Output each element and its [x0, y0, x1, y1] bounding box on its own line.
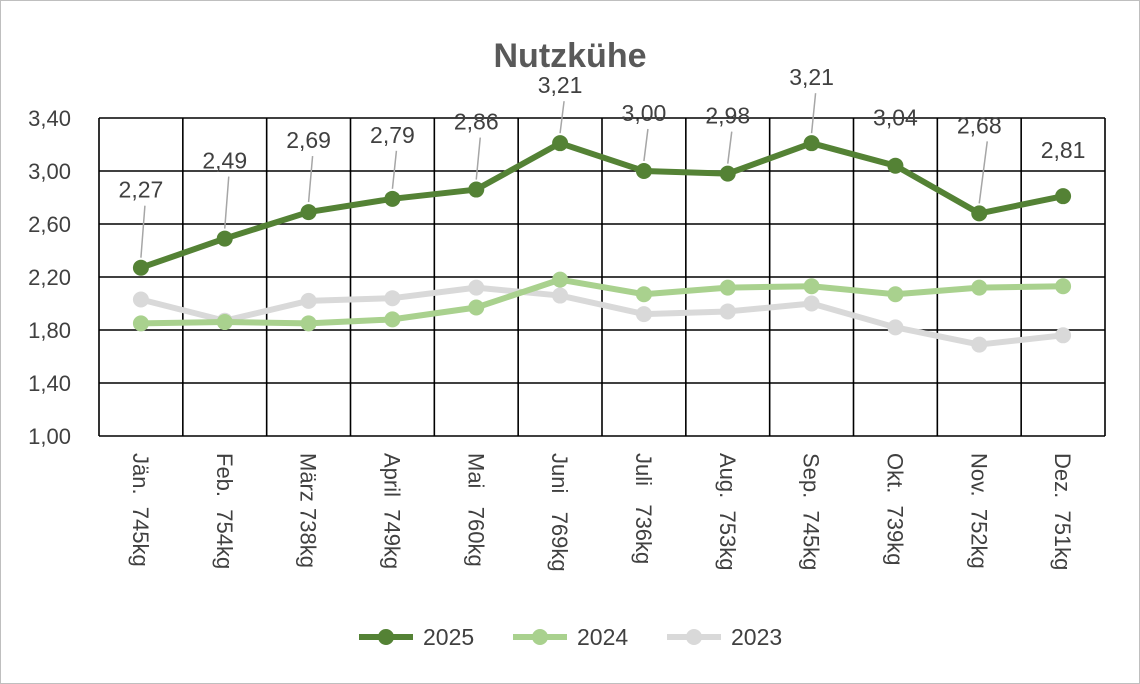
data-point — [132, 315, 149, 332]
data-point — [635, 306, 652, 323]
data-point — [552, 135, 569, 152]
data-point — [552, 271, 569, 288]
leader-line — [307, 156, 314, 203]
data-label: 2,27 — [119, 177, 164, 203]
legend-swatch-marker — [686, 629, 702, 645]
legend: 2025 2024 2023 — [359, 624, 782, 650]
data-point — [552, 287, 569, 304]
legend-label: 2024 — [577, 624, 628, 650]
data-point — [132, 291, 149, 308]
leader-line — [391, 150, 398, 189]
x-tick-label: Mai 760kg — [463, 453, 488, 567]
legend-label: 2025 — [423, 624, 474, 650]
x-tick-label: Juni 769kg — [547, 453, 572, 572]
data-point — [1055, 327, 1072, 344]
leader-line — [224, 176, 230, 229]
series-line-2023 — [137, 284, 1067, 348]
data-point — [468, 299, 485, 316]
data-point — [887, 286, 904, 303]
x-tick-label: Okt. 739kg — [882, 453, 907, 566]
leader-line — [559, 101, 565, 134]
data-point — [468, 181, 485, 198]
data-label: 2,49 — [202, 148, 247, 174]
data-label: 3,00 — [622, 100, 667, 126]
data-label: 2,81 — [1041, 137, 1086, 163]
data-label: 2,86 — [454, 109, 499, 135]
y-tick-label: 2,20 — [28, 265, 71, 290]
y-tick-label: 1,80 — [28, 318, 71, 343]
data-point — [300, 292, 317, 309]
data-point — [719, 303, 736, 320]
leader-line — [810, 93, 817, 134]
data-point — [384, 290, 401, 307]
x-tick-label: Nov. 752kg — [966, 453, 991, 569]
data-point — [300, 315, 317, 332]
x-tick-label: Dez. 751kg — [1050, 453, 1075, 570]
legend-item-2024: 2024 — [513, 624, 628, 650]
x-axis-ticks: Jän. 745kg Feb. 754kg März 738kg April 749k… — [128, 453, 1075, 572]
grid — [98, 117, 1106, 437]
data-point — [216, 230, 233, 247]
data-point — [384, 190, 401, 207]
x-tick-label: Jän. 745kg — [128, 453, 153, 567]
data-point — [635, 163, 652, 179]
data-point — [1055, 278, 1072, 295]
data-point — [971, 279, 988, 296]
y-tick-label: 3,00 — [28, 159, 71, 184]
x-tick-label: Sep. 745kg — [799, 453, 824, 570]
data-point — [468, 279, 485, 296]
leader-line — [140, 205, 146, 258]
data-label: 3,04 — [873, 105, 918, 131]
leader-line — [475, 137, 481, 180]
x-tick-label: April 749kg — [379, 453, 404, 569]
data-point — [803, 135, 820, 152]
data-point — [971, 336, 988, 353]
leader-line — [727, 131, 733, 164]
y-tick-label: 1,00 — [28, 424, 71, 449]
data-point — [1055, 188, 1072, 205]
x-tick-label: März 738kg — [296, 453, 321, 568]
data-label: 2,79 — [370, 122, 415, 148]
x-tick-label: Aug. 753kg — [715, 453, 740, 570]
x-tick-label: Feb. 754kg — [212, 453, 237, 569]
y-axis-ticks: 1,00 1,40 1,80 2,20 2,60 3,00 3,40 — [28, 106, 71, 449]
data-point — [719, 165, 736, 182]
data-point — [803, 278, 820, 295]
y-tick-label: 3,40 — [28, 106, 71, 131]
data-point — [971, 205, 988, 222]
series-line-2025 — [137, 140, 1067, 271]
data-label: 2,98 — [705, 103, 750, 129]
x-tick-label: Juli 736kg — [631, 453, 656, 564]
y-tick-label: 2,60 — [28, 212, 71, 237]
data-point — [719, 279, 736, 296]
series-line-2024 — [137, 276, 1067, 327]
data-point — [300, 204, 317, 221]
data-point — [887, 157, 904, 174]
data-point — [384, 311, 401, 328]
y-tick-label: 1,40 — [28, 371, 71, 396]
data-point — [803, 295, 820, 312]
data-label: 2,68 — [957, 112, 1002, 138]
data-point — [216, 314, 233, 331]
legend-swatch-marker — [378, 629, 394, 645]
data-point — [635, 286, 652, 303]
legend-item-2025: 2025 — [359, 624, 474, 650]
legend-item-2023: 2023 — [667, 624, 782, 650]
data-point — [132, 259, 149, 276]
data-point — [887, 319, 904, 336]
series-2025 — [132, 135, 1072, 276]
legend-label: 2023 — [731, 624, 782, 650]
leader-line — [643, 128, 649, 162]
chart-title: Nutzkühe — [494, 37, 647, 75]
series-layer — [132, 135, 1072, 353]
data-label: 2,69 — [286, 127, 331, 153]
leader-line — [978, 141, 988, 204]
legend-swatch-marker — [532, 629, 548, 645]
data-label: 3,21 — [789, 64, 834, 90]
data-labels: 2,27 2,49 2,69 2,79 2,86 3,21 3,00 2,98 3,21 3,04… — [119, 64, 1086, 258]
data-label: 3,21 — [538, 72, 583, 98]
series-2024 — [132, 271, 1072, 332]
